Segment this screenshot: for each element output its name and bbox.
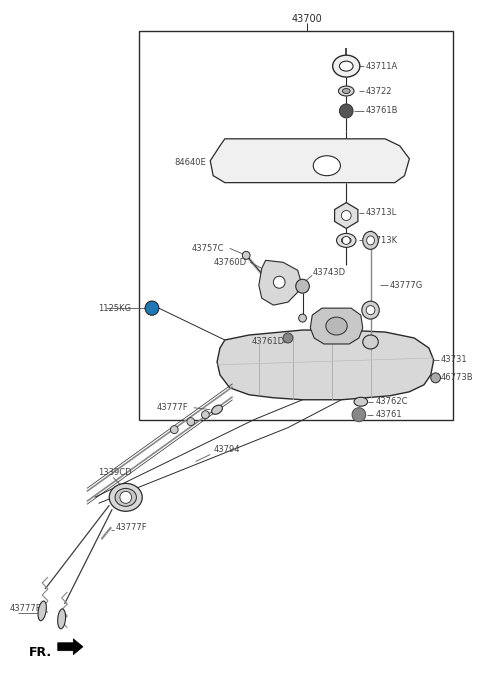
Polygon shape [259,261,300,305]
Text: 1125KG: 1125KG [98,303,132,313]
Circle shape [120,492,132,503]
Circle shape [170,426,178,433]
Circle shape [145,301,159,315]
Polygon shape [335,202,358,228]
Circle shape [283,333,293,343]
Circle shape [339,104,353,118]
Text: 43777F: 43777F [9,605,41,613]
Text: 1339CD: 1339CD [98,468,132,477]
Text: 43722: 43722 [366,87,392,95]
Ellipse shape [109,483,142,511]
Text: 43731: 43731 [441,355,467,364]
Circle shape [242,251,250,259]
Polygon shape [310,308,363,344]
Text: 43777F: 43777F [157,403,189,412]
Text: 43762C: 43762C [375,397,408,406]
Text: 43760D: 43760D [213,258,246,267]
Ellipse shape [338,86,354,96]
Ellipse shape [326,317,347,335]
Circle shape [187,418,195,426]
Text: 43794: 43794 [213,445,240,454]
Text: 43761D: 43761D [252,338,285,347]
Ellipse shape [339,61,353,71]
Text: 43761B: 43761B [366,106,398,116]
Text: 43761: 43761 [375,410,402,419]
Ellipse shape [313,156,340,175]
Ellipse shape [58,609,66,629]
Circle shape [352,408,366,422]
Circle shape [342,236,350,244]
Text: 43777G: 43777G [390,281,423,290]
Text: 43713K: 43713K [366,236,398,245]
Ellipse shape [363,232,378,249]
Text: 84640E: 84640E [174,158,206,167]
Ellipse shape [115,488,136,506]
Text: 43711A: 43711A [366,62,398,70]
Ellipse shape [342,89,350,93]
Ellipse shape [363,335,378,349]
Circle shape [431,373,441,383]
Ellipse shape [354,397,368,406]
Ellipse shape [362,301,379,319]
Circle shape [296,279,309,293]
FancyBboxPatch shape [139,31,453,420]
Circle shape [299,314,306,322]
Text: 46773B: 46773B [441,373,473,383]
Text: 43700: 43700 [292,14,323,24]
Polygon shape [217,330,434,399]
Text: FR.: FR. [29,647,52,659]
Ellipse shape [367,236,374,245]
Text: 43777F: 43777F [116,523,148,531]
Polygon shape [210,139,409,183]
Circle shape [274,276,285,288]
Text: 43743D: 43743D [312,268,346,277]
Ellipse shape [145,301,159,315]
Circle shape [202,411,209,418]
Ellipse shape [336,234,356,247]
Text: 43713L: 43713L [366,208,397,217]
Ellipse shape [38,601,47,621]
Ellipse shape [366,305,375,315]
Polygon shape [58,639,83,655]
Circle shape [341,211,351,221]
Ellipse shape [333,55,360,77]
Text: 43757C: 43757C [192,244,224,253]
Ellipse shape [341,237,351,244]
Ellipse shape [212,405,222,414]
